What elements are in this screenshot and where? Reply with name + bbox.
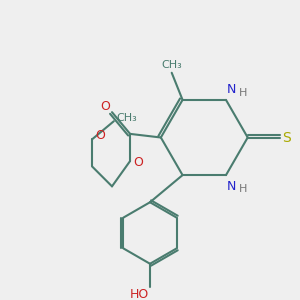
Text: H: H: [239, 88, 248, 98]
Text: N: N: [227, 180, 236, 193]
Text: CH₃: CH₃: [116, 112, 137, 123]
Text: O: O: [95, 129, 105, 142]
Text: O: O: [133, 156, 143, 169]
Text: H: H: [239, 184, 248, 194]
Text: HO: HO: [130, 288, 149, 300]
Text: O: O: [100, 100, 110, 113]
Text: S: S: [282, 130, 291, 145]
Text: CH₃: CH₃: [161, 60, 182, 70]
Text: N: N: [227, 83, 236, 96]
